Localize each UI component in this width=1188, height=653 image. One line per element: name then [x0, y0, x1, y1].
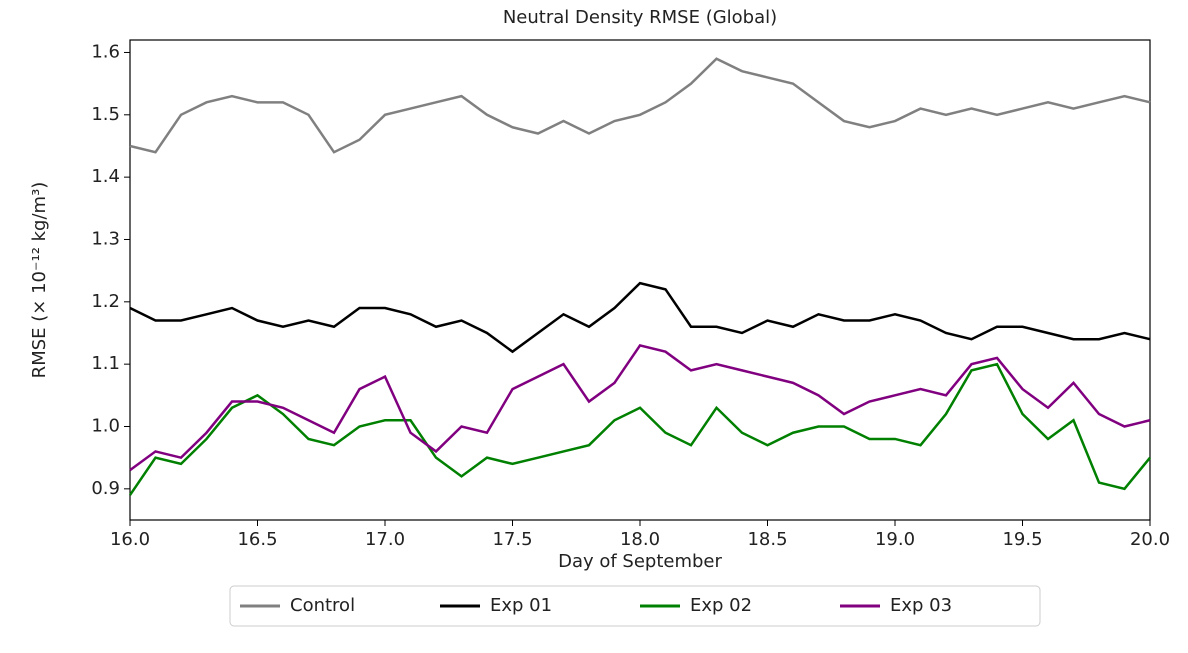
- legend-label: Control: [290, 595, 355, 616]
- y-tick-label: 1.5: [91, 104, 120, 125]
- y-tick-label: 1.0: [91, 415, 120, 436]
- y-tick-label: 0.9: [91, 478, 120, 499]
- x-axis-label: Day of September: [558, 551, 722, 572]
- legend-label: Exp 02: [690, 595, 752, 616]
- y-tick-label: 1.4: [91, 166, 120, 187]
- chart-title: Neutral Density RMSE (Global): [503, 7, 777, 28]
- y-tick-label: 1.3: [91, 228, 120, 249]
- x-tick-label: 16.0: [110, 529, 150, 550]
- x-tick-label: 17.0: [365, 529, 405, 550]
- y-tick-label: 1.2: [91, 291, 120, 312]
- x-tick-label: 18.0: [620, 529, 660, 550]
- x-tick-label: 17.5: [492, 529, 532, 550]
- legend-label: Exp 03: [890, 595, 952, 616]
- x-tick-label: 19.0: [875, 529, 915, 550]
- y-tick-label: 1.1: [91, 353, 120, 374]
- series-line: [129, 281, 1151, 354]
- x-tick-label: 16.5: [237, 529, 277, 550]
- x-tick-label: 19.5: [1002, 529, 1042, 550]
- series-line: [128, 362, 1151, 496]
- series-line: [129, 57, 1151, 154]
- plot-frame: [129, 39, 1151, 521]
- y-axis-label: RMSE (× 10⁻¹² kg/m³): [29, 182, 50, 379]
- series-line: [129, 344, 1151, 472]
- y-tick-label: 1.6: [91, 41, 120, 62]
- legend-label: Exp 01: [490, 595, 552, 616]
- legend-box: [229, 585, 1041, 627]
- x-tick-label: 20.0: [1130, 529, 1170, 550]
- x-tick-label: 18.5: [747, 529, 787, 550]
